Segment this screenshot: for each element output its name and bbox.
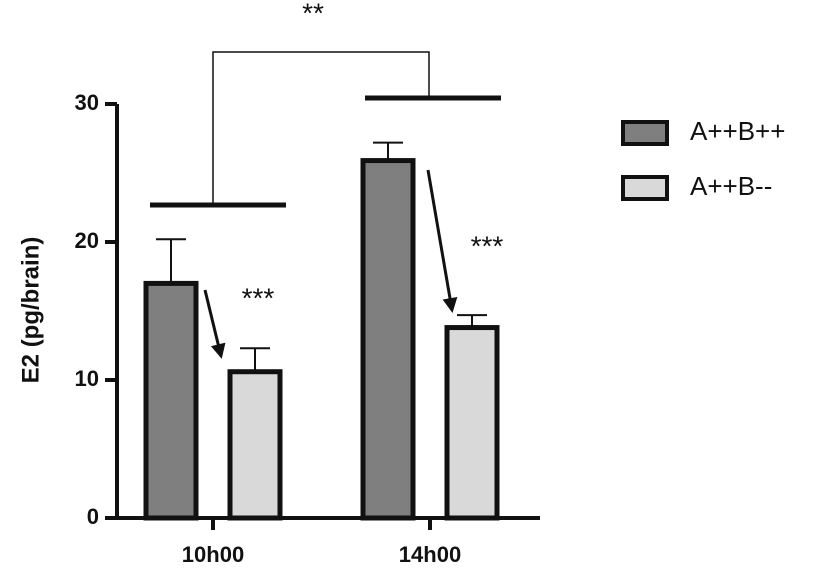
bar: [143, 280, 199, 521]
bar: [227, 369, 283, 521]
x-tick-label: 14h00: [399, 542, 461, 567]
legend-label: A++B++: [690, 116, 785, 146]
y-tick-label: 30: [75, 90, 99, 115]
bar: [360, 158, 416, 521]
significance-label: **: [302, 0, 324, 28]
bar: [444, 325, 500, 521]
legend-swatch: [621, 120, 669, 146]
y-tick-label: 20: [75, 228, 99, 253]
significance-label: ***: [242, 282, 275, 313]
y-tick-label: 10: [75, 366, 99, 391]
legend-label: A++B--: [690, 171, 772, 201]
x-tick-label: 10h00: [182, 542, 244, 567]
significance-label: ***: [471, 230, 504, 261]
significance-brackets: [150, 51, 501, 208]
y-axis-label: E2 (pg/brain): [17, 237, 44, 384]
arrows: [203, 169, 458, 359]
legend-swatch: [621, 175, 669, 201]
y-tick-label: 0: [87, 504, 99, 529]
